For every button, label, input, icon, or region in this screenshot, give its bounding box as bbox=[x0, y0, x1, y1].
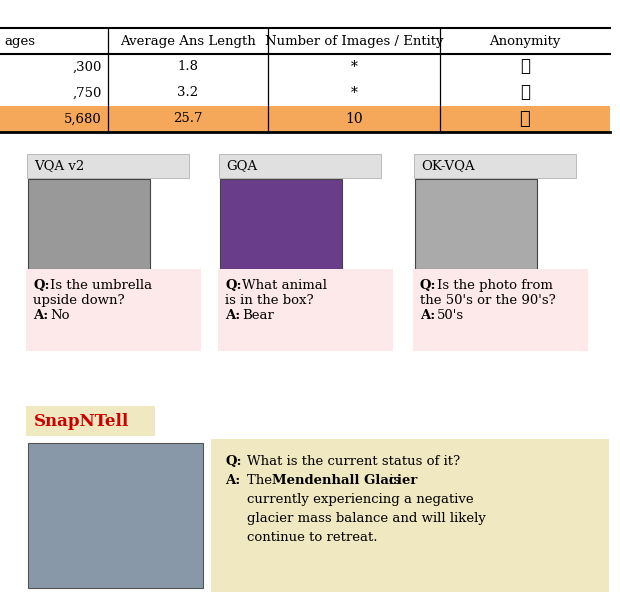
Text: The: The bbox=[247, 474, 277, 487]
Text: the 50's or the 90's?: the 50's or the 90's? bbox=[420, 294, 556, 307]
FancyBboxPatch shape bbox=[27, 154, 189, 178]
Text: Q:: Q: bbox=[420, 279, 436, 292]
Text: 50's: 50's bbox=[437, 309, 464, 322]
FancyBboxPatch shape bbox=[26, 269, 201, 351]
Text: A:: A: bbox=[420, 309, 435, 322]
Text: Is the photo from: Is the photo from bbox=[437, 279, 553, 292]
Text: 3.2: 3.2 bbox=[177, 86, 198, 100]
Text: currently experiencing a negative: currently experiencing a negative bbox=[247, 493, 474, 506]
Text: 1.8: 1.8 bbox=[177, 61, 198, 73]
Text: upside down?: upside down? bbox=[33, 294, 125, 307]
FancyBboxPatch shape bbox=[218, 269, 393, 351]
Text: SnapNTell: SnapNTell bbox=[34, 412, 129, 430]
Text: Mendenhall Glacier: Mendenhall Glacier bbox=[272, 474, 417, 487]
Text: glacier mass balance and will likely: glacier mass balance and will likely bbox=[247, 512, 486, 525]
FancyBboxPatch shape bbox=[413, 269, 588, 351]
Text: continue to retreat.: continue to retreat. bbox=[247, 531, 378, 544]
Text: GQA: GQA bbox=[226, 160, 257, 172]
Text: Number of Images / Entity: Number of Images / Entity bbox=[265, 35, 443, 48]
Text: ✓: ✓ bbox=[520, 110, 530, 128]
Text: Bear: Bear bbox=[242, 309, 274, 322]
Text: A:: A: bbox=[33, 309, 48, 322]
Text: No: No bbox=[50, 309, 69, 322]
Text: *: * bbox=[350, 60, 358, 74]
Text: A:: A: bbox=[225, 474, 241, 487]
FancyBboxPatch shape bbox=[26, 406, 155, 436]
Text: What animal: What animal bbox=[242, 279, 327, 292]
Text: ages: ages bbox=[4, 35, 35, 48]
Text: A:: A: bbox=[225, 309, 241, 322]
Text: ✗: ✗ bbox=[520, 85, 530, 101]
Text: ✗: ✗ bbox=[520, 58, 530, 76]
Text: 5,680: 5,680 bbox=[64, 113, 102, 126]
FancyBboxPatch shape bbox=[211, 439, 609, 592]
Text: Anonymity: Anonymity bbox=[489, 35, 560, 48]
Text: 10: 10 bbox=[345, 112, 363, 126]
Text: VQA v2: VQA v2 bbox=[34, 160, 84, 172]
Text: ,750: ,750 bbox=[73, 86, 102, 100]
Bar bbox=[28, 443, 203, 588]
Text: ,300: ,300 bbox=[73, 61, 102, 73]
Text: What is the current status of it?: What is the current status of it? bbox=[247, 455, 460, 468]
FancyBboxPatch shape bbox=[414, 154, 576, 178]
Text: Q:: Q: bbox=[225, 455, 242, 468]
Text: is in the box?: is in the box? bbox=[225, 294, 314, 307]
Bar bbox=[415, 179, 537, 269]
FancyBboxPatch shape bbox=[219, 154, 381, 178]
Text: Q:: Q: bbox=[225, 279, 242, 292]
Bar bbox=[28, 179, 150, 269]
Text: Q:: Q: bbox=[33, 279, 50, 292]
Text: Average Ans Length: Average Ans Length bbox=[120, 35, 256, 48]
Bar bbox=[220, 179, 342, 269]
Text: is: is bbox=[385, 474, 400, 487]
Text: Is the umbrella: Is the umbrella bbox=[50, 279, 152, 292]
Bar bbox=[0, 106, 610, 132]
Text: *: * bbox=[350, 86, 358, 100]
Text: 25.7: 25.7 bbox=[173, 113, 203, 126]
Text: OK-VQA: OK-VQA bbox=[421, 160, 475, 172]
